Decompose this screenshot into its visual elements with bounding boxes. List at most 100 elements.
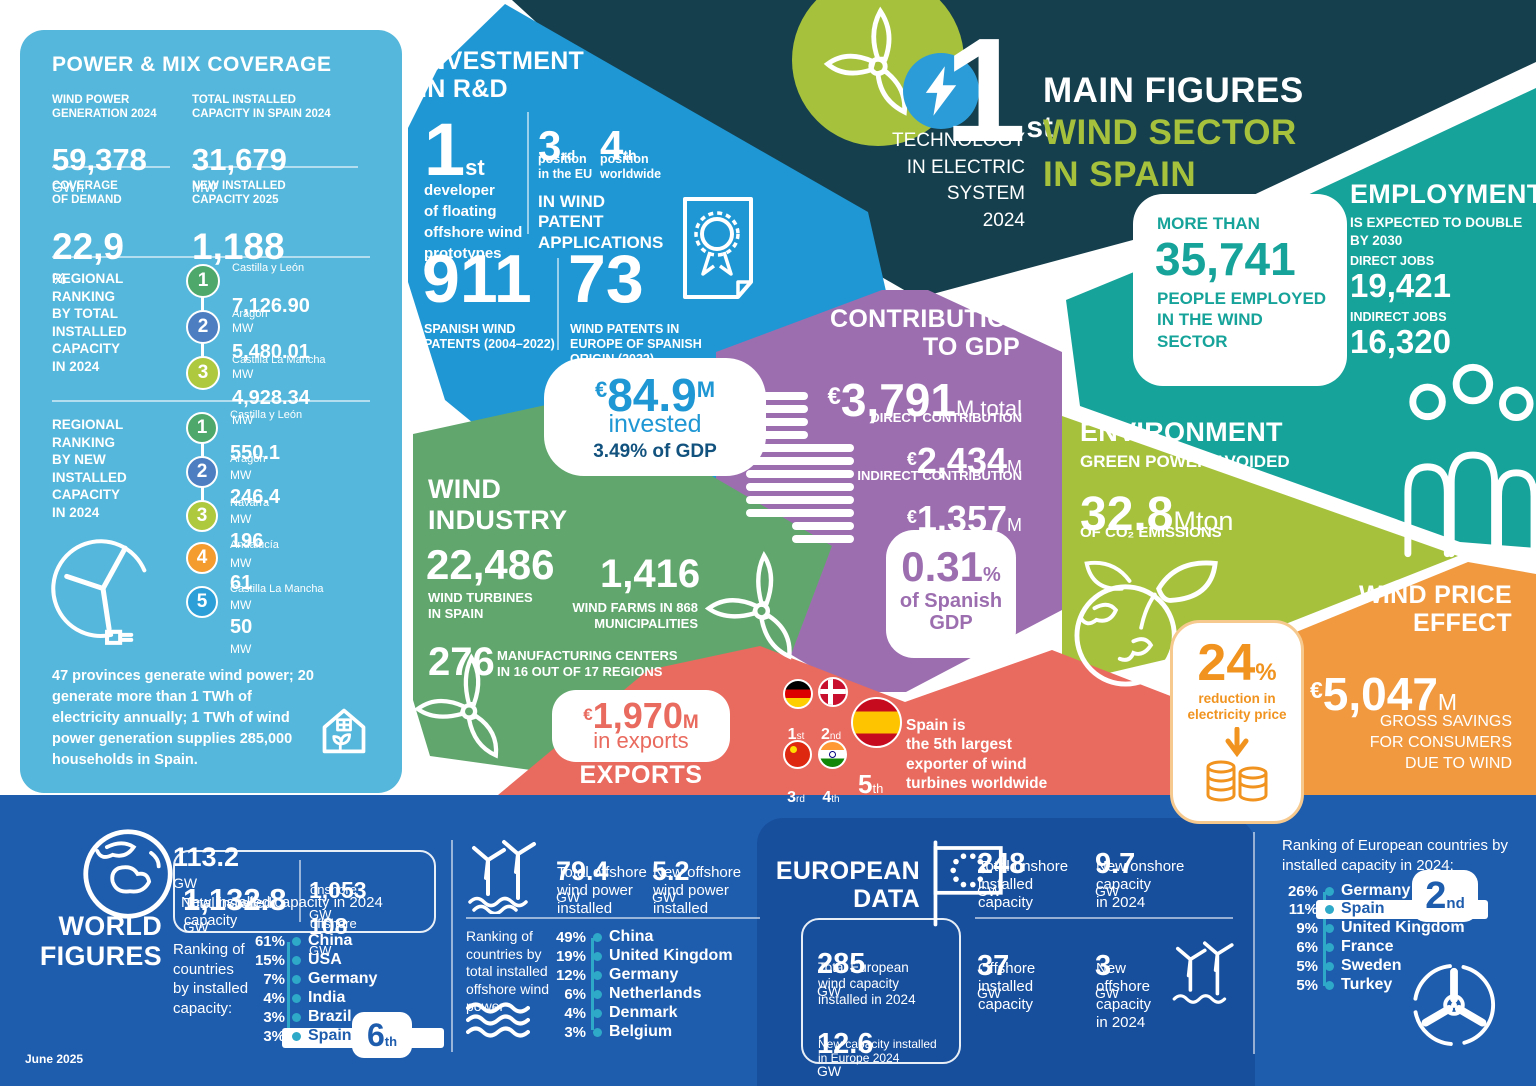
dot-icon [292, 1012, 301, 1022]
rank-value: 196 MW [230, 530, 264, 571]
direct-jobs-label: DIRECT JOBS [1350, 254, 1435, 268]
world-title: WORLD FIGURES [39, 911, 162, 971]
arrow-down-icon [1224, 727, 1250, 758]
rnd-fourth: 4th [600, 122, 637, 170]
gdp-indirect-value: €1,357M [906, 498, 1022, 540]
environment-subtitle: GREEN POWER AVOIDED [1080, 452, 1290, 471]
turbine-icon [692, 548, 826, 674]
world-rank-row: 4% India [263, 989, 346, 1007]
rank-value: 61 MW [230, 572, 253, 613]
new2025-label: NEW INSTALLED CAPACITY 2025 [192, 180, 286, 206]
rank-badge: 3 [186, 356, 220, 390]
gdp-share-label: of Spanish GDP [899, 590, 1003, 634]
exports-bubble-line2: in exports [593, 728, 689, 753]
dot-icon [593, 1027, 602, 1037]
industry-turbines-value: 22,486 [426, 541, 555, 588]
people-icon [1398, 360, 1536, 558]
european-total-label: Total European wind capacity installed i… [818, 960, 916, 1008]
coverage-value: 22,9 % [52, 226, 125, 288]
provinces-note: 47 provinces generate wind power; 20 gen… [52, 668, 314, 769]
price-reduction-box: 24% reduction in electricity price [1170, 620, 1304, 824]
invested-bubble: €84.9M invested 3.49% of GDP [544, 358, 766, 476]
exports-bubble: €1,970M in exports [552, 690, 730, 762]
divider [52, 166, 170, 168]
eu-onshore-new-label: New onshore capacity in 2024 [1096, 858, 1185, 911]
dot-icon [292, 955, 301, 965]
rank-badge: 1 [186, 412, 218, 444]
world-rank-row: 7% Germany [263, 970, 378, 988]
gdp-share-box: 0.31% of Spanish GDP [886, 530, 1016, 658]
offshore-turbines-icon [464, 834, 540, 914]
rank-value: 5,480.01 MW [232, 341, 310, 382]
flag-spain [851, 697, 902, 748]
invested-gdp-share: 3.49% of GDP [593, 441, 717, 462]
industry-farms-value: 1,416 [600, 552, 701, 596]
rank-value: 7,126.90 MW [232, 295, 310, 336]
european-box: 285 GW Total European wind capacity inst… [801, 918, 961, 1079]
rank-value: 4,928.34 MW [232, 387, 310, 428]
divider [527, 112, 529, 234]
indirect-jobs-label: INDIRECT JOBS [1350, 310, 1447, 324]
exports-note: Spain is the 5th largest exporter of win… [906, 717, 1048, 793]
gdp-indirect-label: INDIRECT CONTRIBUTION [857, 468, 1022, 483]
ordinal-1: 1st [787, 726, 805, 744]
rnd-911-label: SPANISH WIND PATENTS (2004–2022) [424, 322, 555, 351]
euro-ranking-label: Ranking of European countries by install… [1282, 837, 1508, 874]
divider [466, 917, 760, 919]
rnd-73: 73 [568, 241, 644, 317]
dot-icon [593, 970, 602, 980]
flag-germany [783, 679, 813, 709]
date-label: June 2025 [25, 1052, 84, 1066]
european-title: EUROPEAN DATA [775, 857, 920, 913]
eu-onshore-new-value: 9.7 GW [1095, 848, 1136, 899]
european-panel [757, 818, 1255, 1086]
rank-badge: 2 [186, 310, 220, 344]
ranking-total-title: REGIONAL RANKING BY TOTAL INSTALLED CAPA… [52, 271, 127, 374]
world-total-box: 1,132.8 GW Total installed capacity 1,05… [173, 850, 436, 958]
price-savings-label: GROSS SAVINGS FOR CONSUMERS DUE TO WIND [1369, 713, 1512, 772]
divider [52, 400, 370, 402]
rnd-first: 1st [424, 108, 485, 192]
rank-region: Castilla y León [232, 262, 305, 274]
ordinal-4: 4th [822, 789, 840, 807]
turbine-plug-icon [46, 528, 158, 654]
dot-icon [1325, 904, 1334, 914]
flag-denmark [818, 677, 848, 707]
coverage-label: COVERAGE OF DEMAND [52, 180, 122, 206]
euro-rank-row: 5% Sweden [1296, 957, 1402, 975]
rank-region: Aragón [232, 308, 268, 320]
rank-region: Andalucía [230, 539, 279, 551]
rotor-icon [1410, 960, 1498, 1050]
rank-value: 550.1 MW [230, 442, 281, 483]
direct-jobs-value: 19,421 [1350, 267, 1451, 304]
rank-region: Navarra [230, 497, 270, 509]
world-onshore-label: onshore [310, 882, 357, 897]
installed-value: 31,679 MW [192, 142, 287, 196]
offshore-turbines-icon [1168, 936, 1238, 1008]
world-offshore: 108 GW [309, 913, 348, 958]
rnd-911: 911 [422, 241, 532, 317]
euro-rank-row: 9% United Kingdom [1296, 919, 1465, 937]
generation-value: 59,378 GWh [52, 142, 147, 196]
dot-icon [593, 1008, 602, 1018]
offshore-rank-row: 49% China [555, 928, 654, 946]
gdp-direct-value: €2,434M [906, 440, 1022, 482]
eu-flag-icon [928, 838, 1012, 928]
european-new-label: New capacity installed in Europe 2024 [818, 1037, 937, 1065]
gdp-title: CONTRIBUTION TO GDP [830, 305, 1026, 361]
main-title-1: MAIN FIGURES [1043, 71, 1304, 110]
world-total-value: 1,132.8 GW [183, 882, 287, 937]
exports-title: EXPORTS [579, 761, 703, 789]
european-new-value: 12.6 GW [817, 1028, 874, 1079]
rnd-fourth-text: position worldwide [600, 152, 662, 181]
rank-region: Castilla La Mancha [230, 583, 324, 595]
world-ranking-label: Ranking of countries by installed capaci… [173, 941, 249, 1017]
coins-stack-icon [744, 392, 856, 544]
rank-region: Castilla La Mancha [232, 354, 326, 366]
environment-title: ENVIRONMENT [1080, 417, 1283, 447]
euro-rank-row: 5% Turkey [1296, 976, 1393, 994]
turbine-icon [404, 648, 534, 770]
environment-value: 32.8Mton [1080, 488, 1234, 542]
dot-icon [593, 989, 602, 999]
